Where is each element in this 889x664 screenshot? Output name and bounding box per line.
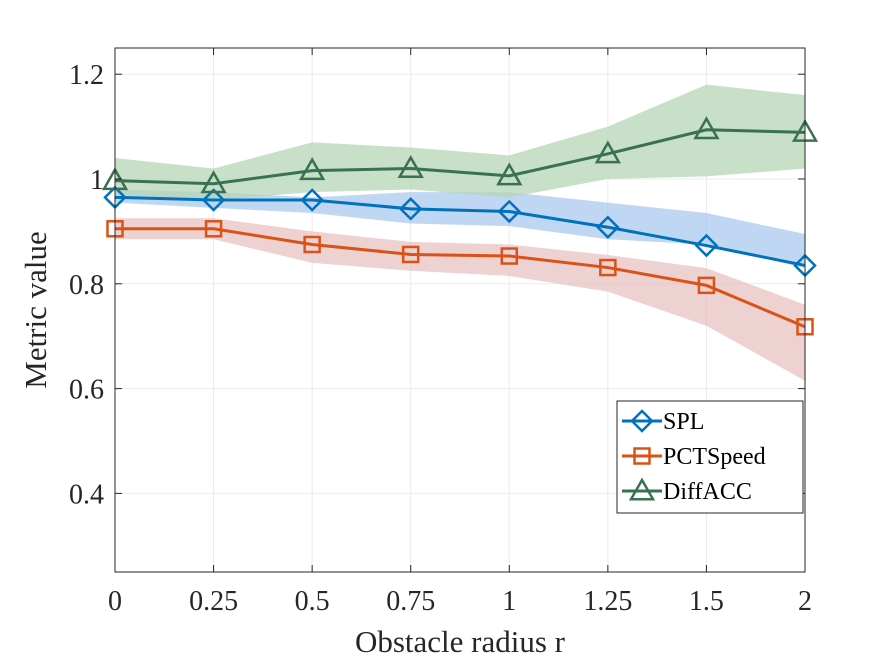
confidence-bands [115,84,805,381]
x-tick-label: 1 [502,586,516,617]
x-tick-label: 0.75 [386,586,435,617]
x-axis-label: Obstacle radius r [355,624,566,659]
marker-spl [694,233,719,258]
marker-diffacc [693,116,720,140]
plot-frame [114,47,806,573]
band-diffacc [115,84,805,200]
x-tick-label: 1.25 [583,586,632,617]
marker-diffacc [298,157,326,181]
x-tick-label: 0.5 [295,586,330,617]
marker-spl [497,199,522,224]
legend-marker-spl [630,409,654,433]
marker-pctspeed [401,245,420,264]
y-tick-label: 1.2 [69,60,104,91]
line-pctspeed [115,227,806,329]
marker-pctspeed [599,258,617,277]
marker-pctspeed [204,220,223,238]
tick-labels: 0 0.25 0.5 0.75 1 1.25 1.5 2 0.4 0.6 0.8 1 1.2 [69,60,812,617]
marker-diffacc [397,155,424,179]
legend-marker-pctspeed [633,447,651,465]
y-tick-label: 0.4 [69,479,104,510]
marker-spl [201,188,226,212]
marker-spl [300,188,324,212]
axes [114,47,806,573]
line-spl [114,195,806,267]
marker-pctspeed [697,276,716,295]
x-tick-label: 1.5 [689,586,724,617]
marker-diffacc [594,140,622,164]
x-tick-label: 2 [798,586,812,617]
y-tick-label: 0.8 [69,270,104,301]
series-markers [101,116,819,336]
marker-pctspeed [303,235,321,254]
x-tick-label: 0 [108,586,122,617]
legend-label-spl: SPL [663,409,704,435]
marker-diffacc [200,170,227,194]
y-tick-label: 0.6 [69,375,104,406]
band-spl [115,189,805,269]
marker-diffacc [496,162,523,186]
line-diffacc [114,128,806,186]
y-tick-label: 1 [90,165,104,196]
legend: SPL PCTSpeed DiffACC [616,400,804,514]
band-pctspeed [115,218,805,381]
y-axis-label: Metric value [18,231,53,389]
legend-label-diffacc: DiffACC [663,479,752,505]
legend-label-pctspeed: PCTSpeed [663,444,766,470]
marker-pctspeed [500,247,519,265]
marker-spl [596,215,620,239]
series-lines [114,128,806,329]
legend-marker-diffacc [628,477,656,501]
marker-spl [398,197,423,221]
x-tick-label: 0.25 [189,586,238,617]
